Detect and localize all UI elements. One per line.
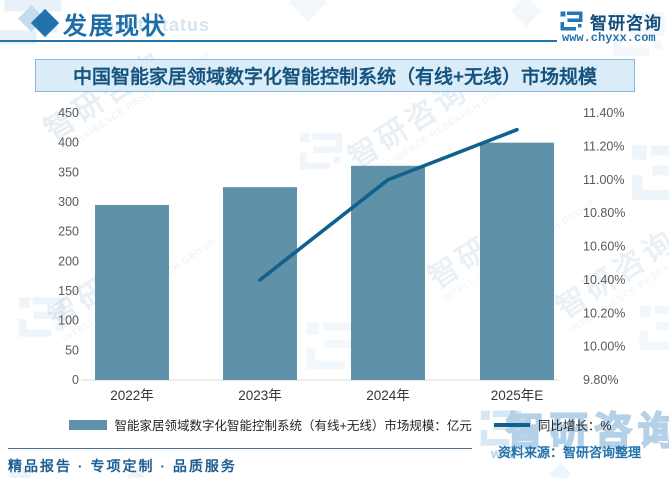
website-link[interactable]: www.chyxx.com [562, 31, 656, 45]
right-axis-tick: 10.20% [583, 306, 625, 320]
x-axis-label: 2024年 [366, 388, 410, 403]
footer-slogan: 精品报告 · 专项定制 · 品质服务 [8, 458, 237, 474]
left-axis-tick: 350 [58, 165, 79, 179]
watermark-diamond [289, 0, 327, 22]
right-axis-tick: 10.60% [583, 240, 625, 254]
legend-line-swatch [493, 422, 530, 427]
left-axis-tick: 50 [65, 343, 79, 357]
legend-bar-swatch [68, 419, 107, 430]
left-axis-tick: 400 [58, 136, 79, 150]
x-axis-label: 2022年 [110, 388, 154, 403]
bar-2024年 [351, 165, 425, 380]
growth-line [258, 127, 519, 282]
chart-title: 中国智能家居领域数字化智能控制系统（有线+无线）市场规模 [35, 59, 635, 92]
right-axis-tick: 11.40% [583, 106, 624, 120]
footer-divider [8, 448, 472, 449]
right-axis-tick: 9.80% [583, 373, 618, 387]
legend-line-label: 同比增长：% [537, 419, 612, 433]
header-divider [0, 40, 557, 42]
watermark-url-fragment: w w [491, 446, 515, 461]
legend-bar-label: 智能家居领域数字化智能控制系统（有线+无线）市场规模：亿元 [114, 419, 472, 433]
x-axis-label: 2025年E [491, 388, 544, 403]
left-axis-tick: 100 [58, 314, 79, 328]
section-title: 发展现状 [63, 13, 167, 40]
source-note: 资料来源：智研咨询整理 [497, 445, 641, 460]
x-axis-label: 2023年 [238, 388, 282, 403]
right-axis-tick: 11.20% [583, 139, 624, 153]
bar-2023年 [223, 187, 297, 380]
left-axis-tick: 450 [58, 106, 79, 120]
right-axis-tick: 10.00% [583, 340, 625, 354]
left-axis-tick: 150 [58, 284, 79, 298]
chart-legend: 智能家居领域数字化智能控制系统（有线+无线）市场规模：亿元 同比增长：% [30, 415, 650, 434]
section-title-ghost: ment status [98, 15, 211, 35]
left-axis-tick: 0 [72, 373, 79, 387]
bar-2022年 [95, 204, 169, 380]
watermark-diamond [510, 0, 542, 27]
left-axis-tick: 300 [58, 195, 79, 209]
right-axis-tick: 11.00% [583, 173, 624, 187]
right-axis-tick: 10.40% [583, 273, 625, 287]
bar-2025年E [480, 142, 554, 380]
left-axis-tick: 200 [58, 254, 79, 268]
combo-chart: 450 400 350 300 250 200 150 100 50 0 11.40% 11.20% 1… [58, 106, 625, 403]
left-axis-tick: 250 [58, 225, 79, 239]
watermark-brand-outline: 智研咨询 [505, 410, 669, 454]
watermark-diamond [549, 462, 572, 478]
right-axis-tick: 10.80% [583, 206, 625, 220]
